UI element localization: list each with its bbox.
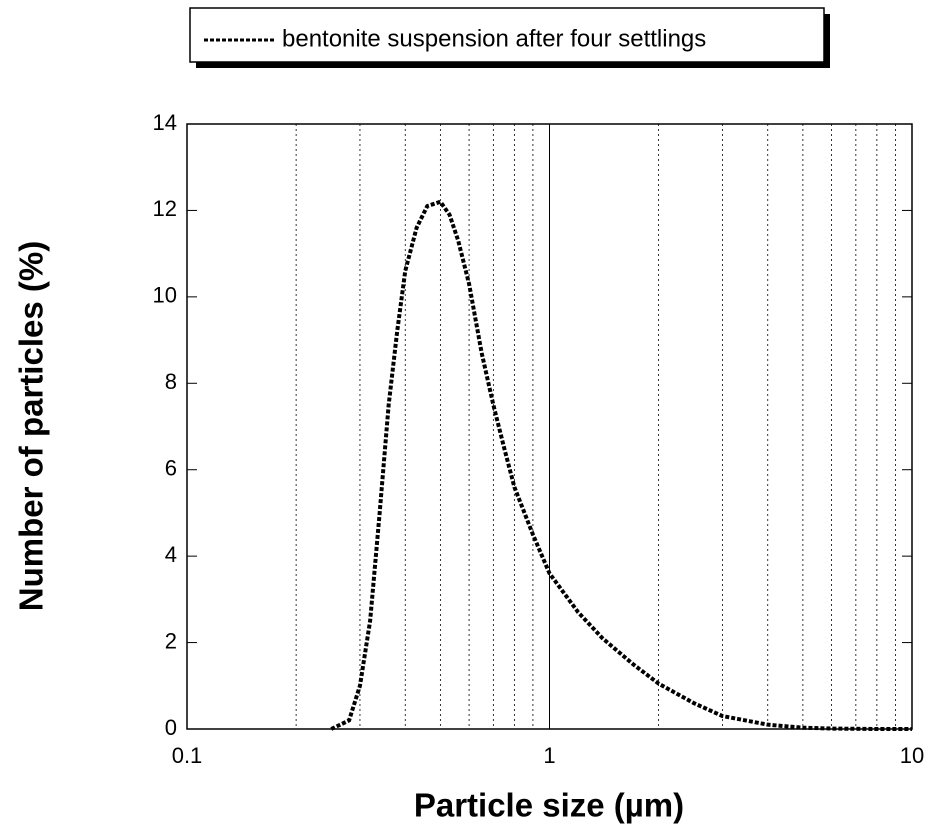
legend-box (189, 7, 825, 63)
y-tick-label: 4 (165, 542, 177, 567)
y-tick-label: 8 (165, 369, 177, 394)
y-tick-label: 10 (153, 283, 177, 308)
y-axis-title: Number of particles (%) (13, 241, 50, 611)
x-tick-label: 1 (543, 743, 555, 768)
y-tick-label: 6 (165, 456, 177, 481)
x-tick-label: 0.1 (172, 743, 203, 768)
x-axis-title: Particle size (µm) (414, 787, 684, 824)
data-line (330, 199, 912, 731)
y-tick-label: 14 (153, 110, 177, 135)
legend-label: bentonite suspension after four settling… (282, 25, 706, 52)
y-tick-label: 0 (165, 715, 177, 740)
plot-frame (186, 123, 913, 730)
x-tick-label: 10 (900, 743, 924, 768)
y-tick-label: 2 (165, 628, 177, 653)
y-tick-label: 12 (153, 196, 177, 221)
